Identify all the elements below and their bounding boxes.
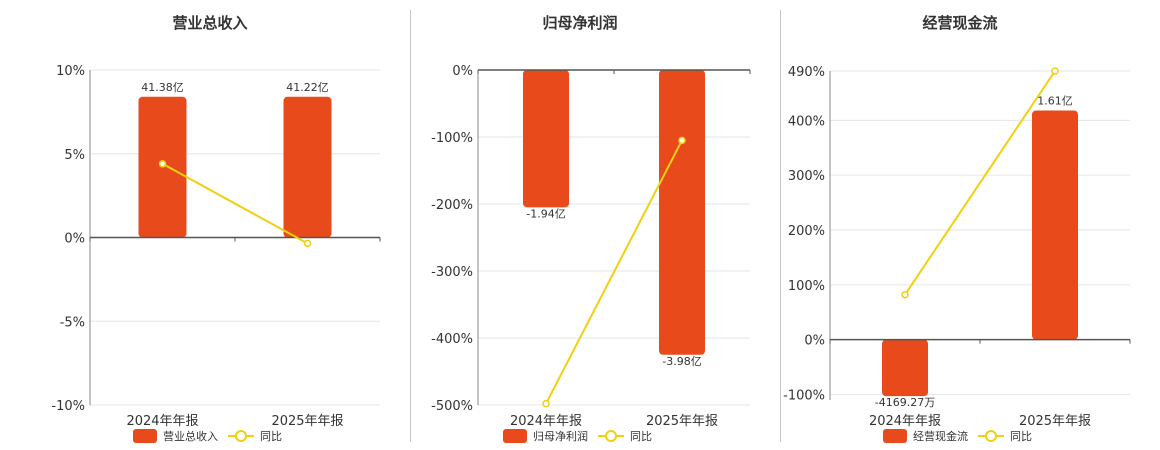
category-label: 2025年年报 [1019,414,1091,429]
y-tick-label: 5% [64,148,85,163]
y-tick-label: 0% [452,64,473,79]
legend-line-label: 同比 [260,430,282,443]
legend-bar-swatch [883,429,907,443]
category-label: 2024年年报 [126,414,198,429]
bar-data-label: -1.94亿 [526,207,565,220]
panel-divider [780,10,781,442]
chart-title: 经营现金流 [922,14,997,32]
net-profit-chart-panel: 归母净利润 0% -100% -200% -300% -400% -500% -1.94亿 -… [410,0,770,450]
chart-title: 营业总收入 [172,14,247,32]
legend-line-marker [235,430,247,442]
category-label: 2024年年报 [510,414,582,429]
net-profit-chart: 归母净利润 0% -100% -200% -300% -400% -500% -1.94亿 -… [431,14,751,443]
cash-flow-chart: 经营现金流 490% 400% 300% 200% 100% 0% -100% -4169.2… [783,14,1131,443]
y-tick-label: 300% [788,169,825,184]
legend-line-marker [605,430,617,442]
y-tick-label: 490% [788,65,825,80]
category-label: 2025年年报 [271,414,343,429]
category-label: 2024年年报 [869,414,941,429]
bar [523,70,569,208]
bar-data-label: 1.61亿 [1037,94,1073,107]
yoy-line [904,70,1056,296]
bar [1032,110,1078,340]
y-tick-label: -100% [431,131,473,146]
panel-divider [410,10,411,442]
y-tick-label: 400% [788,114,825,129]
y-tick-label: 0% [64,232,85,247]
y-tick-label: -400% [431,332,473,347]
yoy-point [158,160,167,168]
y-tick-label: 10% [56,64,85,79]
y-tick-label: -200% [431,198,473,213]
yoy-point [901,290,909,299]
y-tick-label: -500% [431,399,473,414]
legend-bar-label: 经营现金流 [913,429,968,443]
bar [283,96,332,238]
legend-line-marker [985,430,997,442]
y-tick-label: 200% [788,224,825,239]
chart-title: 归母净利润 [542,14,617,32]
y-tick-label: 0% [804,334,825,349]
y-tick-label: -5% [60,315,85,330]
yoy-point [1051,67,1059,75]
category-label: 2025年年报 [646,414,718,429]
yoy-line [162,162,308,245]
yoy-point [303,239,312,248]
revenue-chart-panel: 营业总收入 10% 5% 0% -5% -10% 41.38亿 41.22亿 2024年年报 2… [0,0,400,450]
legend-bar-label: 营业总收入 [163,429,218,443]
y-tick-label: -300% [431,265,473,280]
legend-bar-swatch [133,429,157,443]
y-tick-label: 100% [788,279,825,294]
bar [882,339,928,397]
cash-flow-chart-panel: 经营现金流 490% 400% 300% 200% 100% 0% -100% -4169.2… [780,0,1160,450]
yoy-point [542,399,550,408]
bar-data-label: 41.38亿 [141,81,184,94]
legend-line-label: 同比 [1010,430,1032,443]
legend-line-label: 同比 [630,430,652,443]
yoy-point [678,136,686,145]
bar [659,70,705,355]
legend-bar-swatch [503,429,527,443]
legend-bar-label: 归母净利润 [533,429,588,443]
bar-data-label: -3.98亿 [662,355,701,368]
y-tick-label: -10% [51,399,85,414]
bar-data-label: 41.22亿 [286,81,329,94]
bar-data-label: -4169.27万 [875,396,935,409]
yoy-line [545,139,683,405]
revenue-chart: 营业总收入 10% 5% 0% -5% -10% 41.38亿 41.22亿 2024年年报 2… [51,14,381,443]
y-tick-label: -100% [783,389,825,404]
